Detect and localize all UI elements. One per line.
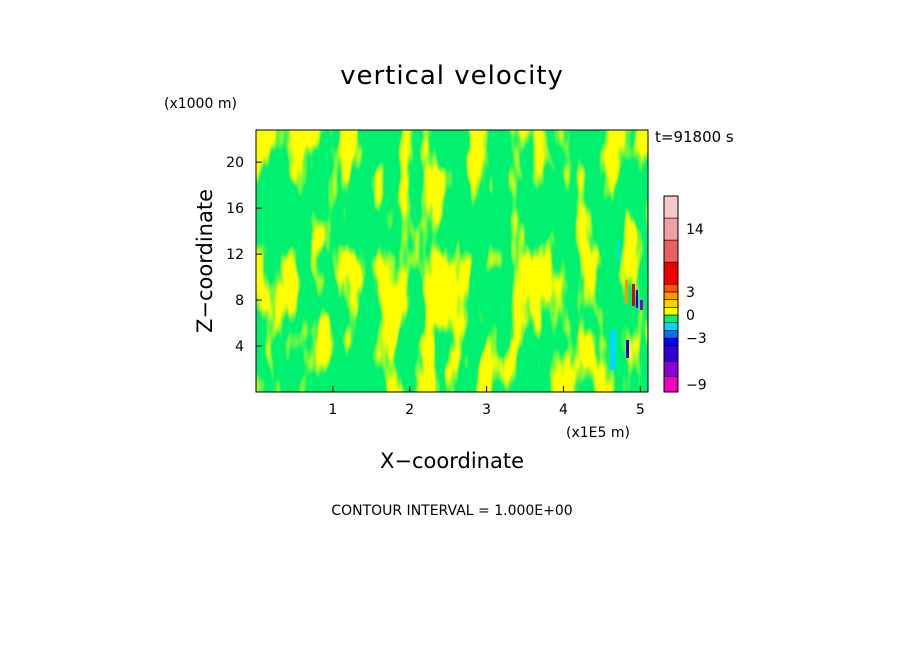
colorbar-band <box>663 261 679 285</box>
time-label: t=91800 s <box>655 128 734 146</box>
x-tick-label: 2 <box>405 402 414 418</box>
colorbar-band <box>663 217 679 241</box>
x-axis: 1 2 3 4 5 <box>328 386 645 418</box>
y-axis-label: Z−coordinate <box>193 189 217 333</box>
colorbar-band <box>663 299 679 308</box>
colorbar-tick-label: −9 <box>686 377 707 393</box>
x-tick-label: 4 <box>559 402 568 418</box>
y-tick-label: 12 <box>226 247 244 263</box>
y-unit-label: (x1000 m) <box>164 96 237 112</box>
colorbar-band <box>663 330 679 339</box>
plot-frame <box>255 129 649 393</box>
y-tick-label: 8 <box>235 293 244 309</box>
field-anomalies <box>610 240 643 370</box>
anomaly-blue <box>636 290 638 308</box>
anomaly-purple <box>640 300 643 310</box>
x-unit-label: (x1E5 m) <box>566 425 630 441</box>
chart-title: vertical velocity <box>340 61 564 91</box>
colorbar-tick-label: 0 <box>686 308 695 324</box>
colorbar-band <box>663 239 679 263</box>
colorbar-band <box>663 306 679 316</box>
colorbar-band <box>663 360 679 377</box>
anomaly-blue-low <box>626 340 629 358</box>
anomaly-orange <box>625 280 628 304</box>
y-tick-label: 20 <box>226 155 244 171</box>
colorbar: 14 3 0 −3 −9 <box>663 195 707 393</box>
anomaly-cyan-high <box>618 240 620 262</box>
x-tick-label: 1 <box>328 402 337 418</box>
y-tick-label: 4 <box>235 339 244 355</box>
contour-interval-note: CONTOUR INTERVAL = 1.000E+00 <box>331 503 572 519</box>
colorbar-band <box>663 337 679 347</box>
colorbar-band <box>663 195 679 219</box>
colorbar-band <box>663 345 679 362</box>
anomaly-cyan <box>610 330 616 370</box>
colorbar-band <box>663 291 679 300</box>
y-axis: 4 8 12 16 20 <box>226 155 262 355</box>
x-tick-label: 5 <box>636 402 645 418</box>
field-positive-region <box>256 130 648 392</box>
x-axis-label: X−coordinate <box>380 449 524 473</box>
colorbar-tick-label: 14 <box>686 222 704 238</box>
colorbar-band <box>663 322 679 331</box>
y-tick-label: 16 <box>226 201 244 217</box>
colorbar-band <box>663 376 679 393</box>
anomaly-red <box>632 284 635 306</box>
x-tick-label: 3 <box>482 402 491 418</box>
colorbar-band <box>663 314 679 323</box>
colorbar-tick-label: 3 <box>686 285 695 301</box>
colorbar-band <box>663 283 679 293</box>
plot-area <box>256 130 648 392</box>
colorbar-frame <box>663 195 679 393</box>
colorbar-tick-label: −3 <box>686 331 707 347</box>
